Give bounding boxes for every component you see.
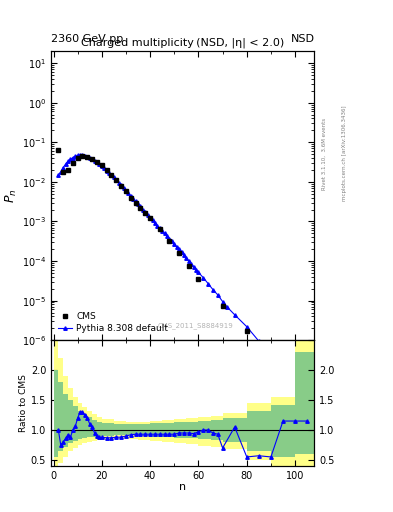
CMS xyxy=(124,187,129,194)
CMS xyxy=(95,159,99,165)
CMS xyxy=(70,160,75,166)
Pythia 8.308 default xyxy=(56,172,61,178)
Title: Charged multiplicity (NSD, |η| < 2.0): Charged multiplicity (NSD, |η| < 2.0) xyxy=(81,38,285,48)
CMS xyxy=(138,205,143,211)
Pythia 8.308 default xyxy=(99,163,104,169)
CMS xyxy=(90,156,94,162)
Pythia 8.308 default xyxy=(155,223,160,229)
Line: Pythia 8.308 default: Pythia 8.308 default xyxy=(57,153,309,409)
CMS xyxy=(85,154,90,160)
CMS xyxy=(244,328,249,334)
Y-axis label: $P_n$: $P_n$ xyxy=(4,188,19,203)
Text: mcplots.cern.ch [arXiv:1306.3436]: mcplots.cern.ch [arXiv:1306.3436] xyxy=(342,106,347,201)
CMS xyxy=(129,195,133,201)
CMS xyxy=(80,153,85,159)
CMS xyxy=(99,162,104,168)
CMS xyxy=(148,215,152,221)
Text: CMS_2011_S8884919: CMS_2011_S8884919 xyxy=(158,322,234,329)
CMS xyxy=(220,303,225,309)
Pythia 8.308 default xyxy=(167,236,172,242)
CMS xyxy=(104,167,109,173)
CMS xyxy=(133,200,138,206)
Text: NSD: NSD xyxy=(290,33,314,44)
Text: 2360 GeV pp: 2360 GeV pp xyxy=(51,33,123,44)
Pythia 8.308 default xyxy=(116,180,121,186)
CMS xyxy=(158,226,162,232)
CMS xyxy=(186,263,191,269)
CMS xyxy=(109,172,114,178)
Pythia 8.308 default xyxy=(174,244,179,250)
CMS xyxy=(119,183,123,189)
CMS xyxy=(196,276,201,282)
Pythia 8.308 default xyxy=(78,152,83,158)
Text: Rivet 3.1.10,  3.6M events: Rivet 3.1.10, 3.6M events xyxy=(322,118,327,189)
CMS xyxy=(61,169,66,175)
CMS xyxy=(56,146,61,153)
CMS xyxy=(293,367,298,373)
CMS xyxy=(167,238,172,244)
CMS xyxy=(75,155,80,161)
CMS xyxy=(143,210,148,217)
CMS xyxy=(66,167,70,173)
CMS xyxy=(268,348,273,354)
X-axis label: n: n xyxy=(179,482,186,492)
Line: CMS: CMS xyxy=(56,147,298,372)
Pythia 8.308 default xyxy=(305,404,310,411)
Pythia 8.308 default xyxy=(83,153,87,159)
Y-axis label: Ratio to CMS: Ratio to CMS xyxy=(19,374,28,432)
Legend: CMS, Pythia 8.308 default: CMS, Pythia 8.308 default xyxy=(55,310,171,336)
CMS xyxy=(177,250,182,256)
CMS xyxy=(114,177,119,183)
